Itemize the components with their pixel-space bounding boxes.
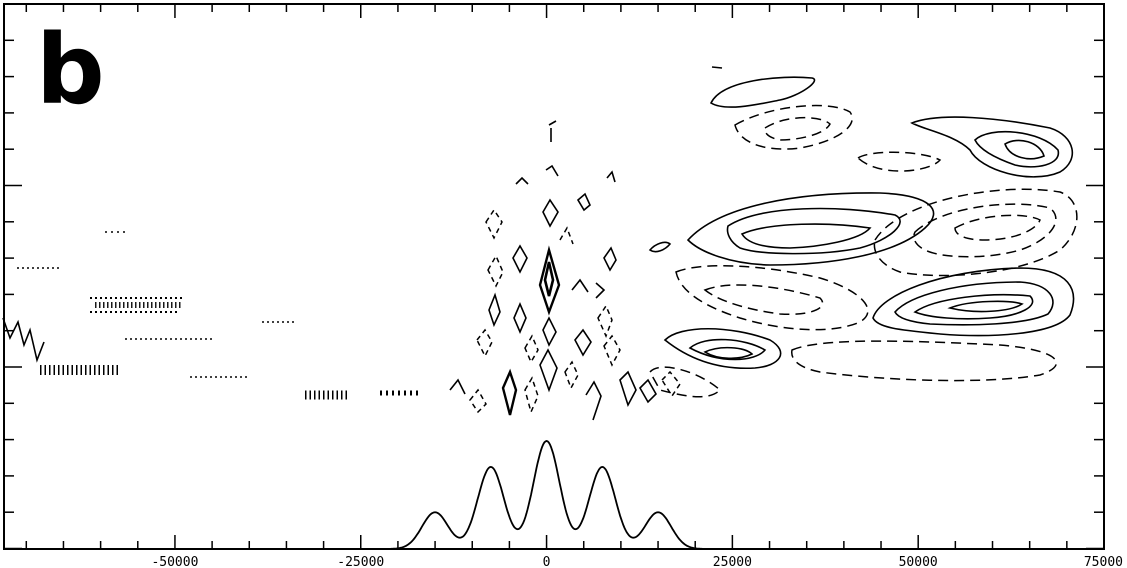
contour-line bbox=[542, 198, 559, 228]
contour-line bbox=[485, 208, 503, 240]
contour-line bbox=[488, 292, 501, 328]
contour-line bbox=[538, 245, 561, 316]
contour-field bbox=[2, 66, 1078, 421]
contour-line bbox=[469, 388, 487, 414]
contour-line bbox=[606, 170, 616, 183]
contour-line bbox=[513, 301, 527, 335]
contour-line bbox=[543, 261, 555, 297]
right-dashed-contours bbox=[649, 104, 1078, 398]
x-tick-label: 50000 bbox=[899, 555, 938, 568]
contour-line bbox=[661, 370, 681, 398]
contour-line bbox=[524, 334, 539, 364]
contour-line bbox=[619, 370, 637, 408]
contour-line bbox=[974, 130, 1059, 168]
contour-line bbox=[954, 214, 1041, 241]
contour-line bbox=[711, 66, 723, 69]
contour-line bbox=[764, 116, 831, 141]
contour-line bbox=[726, 207, 901, 255]
hatched-contour bbox=[90, 297, 185, 313]
contour-line bbox=[539, 348, 558, 393]
contour-line bbox=[856, 151, 942, 172]
contour-line bbox=[512, 244, 528, 274]
left-dotted-contours bbox=[2, 231, 420, 400]
contour-line bbox=[791, 340, 1058, 382]
contour-line bbox=[913, 293, 1034, 320]
contour-line bbox=[545, 164, 559, 177]
contour-line bbox=[894, 281, 1054, 326]
contour-line bbox=[703, 346, 754, 360]
plot-frame bbox=[3, 3, 1105, 550]
contour-line bbox=[872, 267, 1075, 337]
contour-line bbox=[542, 316, 557, 347]
contour-line bbox=[703, 284, 824, 316]
central-dashed-contours bbox=[469, 208, 681, 415]
x-tick-label: -25000 bbox=[337, 555, 384, 568]
contour-line bbox=[603, 334, 621, 367]
contour-line bbox=[476, 328, 493, 358]
envelope-curve bbox=[323, 440, 770, 550]
contour-line bbox=[487, 254, 504, 288]
contour-line bbox=[686, 192, 935, 266]
contour-line bbox=[501, 368, 518, 416]
contour-line bbox=[597, 304, 613, 338]
axis-ticks: -50000 -25000 0 25000 50000 75000 bbox=[4, 4, 1123, 568]
contour-line bbox=[515, 176, 529, 185]
contour-line bbox=[559, 226, 574, 245]
envelope-line bbox=[323, 440, 770, 550]
panel-label: b bbox=[36, 14, 105, 126]
x-tick-label: 75000 bbox=[1084, 555, 1123, 568]
right-solid-contours bbox=[648, 66, 1075, 370]
central-contours bbox=[449, 120, 657, 421]
contour-line bbox=[947, 300, 1024, 313]
contour-line bbox=[574, 328, 592, 357]
contour-line bbox=[649, 366, 722, 398]
contour-line bbox=[648, 241, 672, 253]
contour-line bbox=[734, 104, 853, 150]
contour-line bbox=[564, 360, 579, 390]
contour-line bbox=[675, 265, 869, 331]
contour-line bbox=[1004, 139, 1045, 160]
x-tick-label: 25000 bbox=[713, 555, 752, 568]
contour-line bbox=[585, 380, 602, 421]
contour-line bbox=[548, 120, 557, 142]
contour-line bbox=[603, 246, 617, 272]
contour-line bbox=[524, 376, 539, 415]
x-tick-label: -50000 bbox=[151, 555, 198, 568]
contour-line bbox=[709, 76, 816, 108]
contour-line bbox=[910, 116, 1074, 178]
contour-line bbox=[663, 328, 782, 370]
contour-line bbox=[449, 378, 466, 395]
x-tick-label: 0 bbox=[543, 555, 551, 568]
contour-line bbox=[576, 192, 591, 212]
contour-line bbox=[740, 223, 872, 249]
contour-line bbox=[873, 188, 1078, 277]
contour-line bbox=[688, 338, 767, 361]
plot-border bbox=[3, 3, 1105, 550]
jagged-contour bbox=[2, 317, 45, 363]
contour-line bbox=[639, 378, 657, 404]
contour-line bbox=[913, 203, 1057, 258]
contour-line bbox=[571, 278, 606, 299]
